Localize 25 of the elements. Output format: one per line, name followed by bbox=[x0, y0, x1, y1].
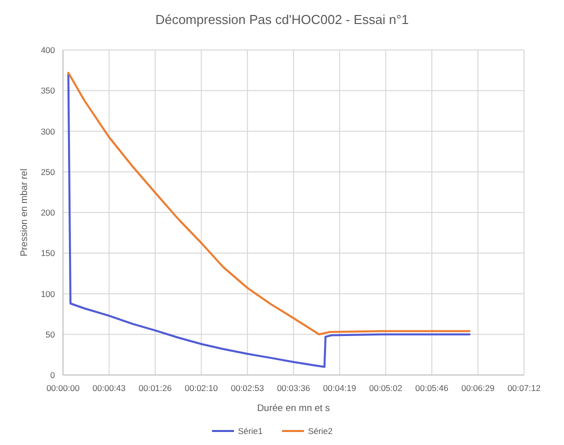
y-axis-title: Pression en mbar rel bbox=[19, 168, 30, 256]
x-tick-label: 00:07:12 bbox=[507, 383, 541, 393]
y-tick-label: 150 bbox=[40, 248, 56, 258]
y-tick-label: 0 bbox=[50, 370, 56, 380]
x-tick-label: 00:02:10 bbox=[184, 383, 218, 393]
y-tick-label: 300 bbox=[40, 126, 56, 136]
x-tick-label: 00:00:00 bbox=[46, 383, 80, 393]
x-tick-label: 00:05:02 bbox=[369, 383, 403, 393]
y-tick-label: 50 bbox=[46, 329, 56, 340]
y-tick-label: 250 bbox=[40, 166, 56, 177]
x-tick-label: 00:06:29 bbox=[461, 383, 495, 393]
x-tick-label: 00:03:36 bbox=[276, 383, 310, 393]
y-tick-label: 400 bbox=[40, 45, 56, 55]
y-tick-label: 350 bbox=[40, 86, 56, 96]
y-tick-label: 200 bbox=[40, 208, 56, 218]
x-tick-label: 00:05:46 bbox=[415, 383, 449, 393]
legend-label: Série2 bbox=[308, 426, 333, 436]
y-tick-label: 100 bbox=[40, 288, 56, 299]
legend-label: Série1 bbox=[238, 426, 263, 436]
x-axis-title: Durée en mn et s bbox=[257, 403, 330, 414]
x-tick-label: 00:02:53 bbox=[230, 383, 264, 393]
x-tick-label: 00:00:43 bbox=[92, 383, 126, 393]
chart-title: Décompression Pas cd'HOC002 - Essai n°1 bbox=[155, 12, 409, 27]
x-tick-label: 00:04:19 bbox=[323, 383, 356, 393]
x-tick-label: 00:01:26 bbox=[138, 383, 172, 393]
